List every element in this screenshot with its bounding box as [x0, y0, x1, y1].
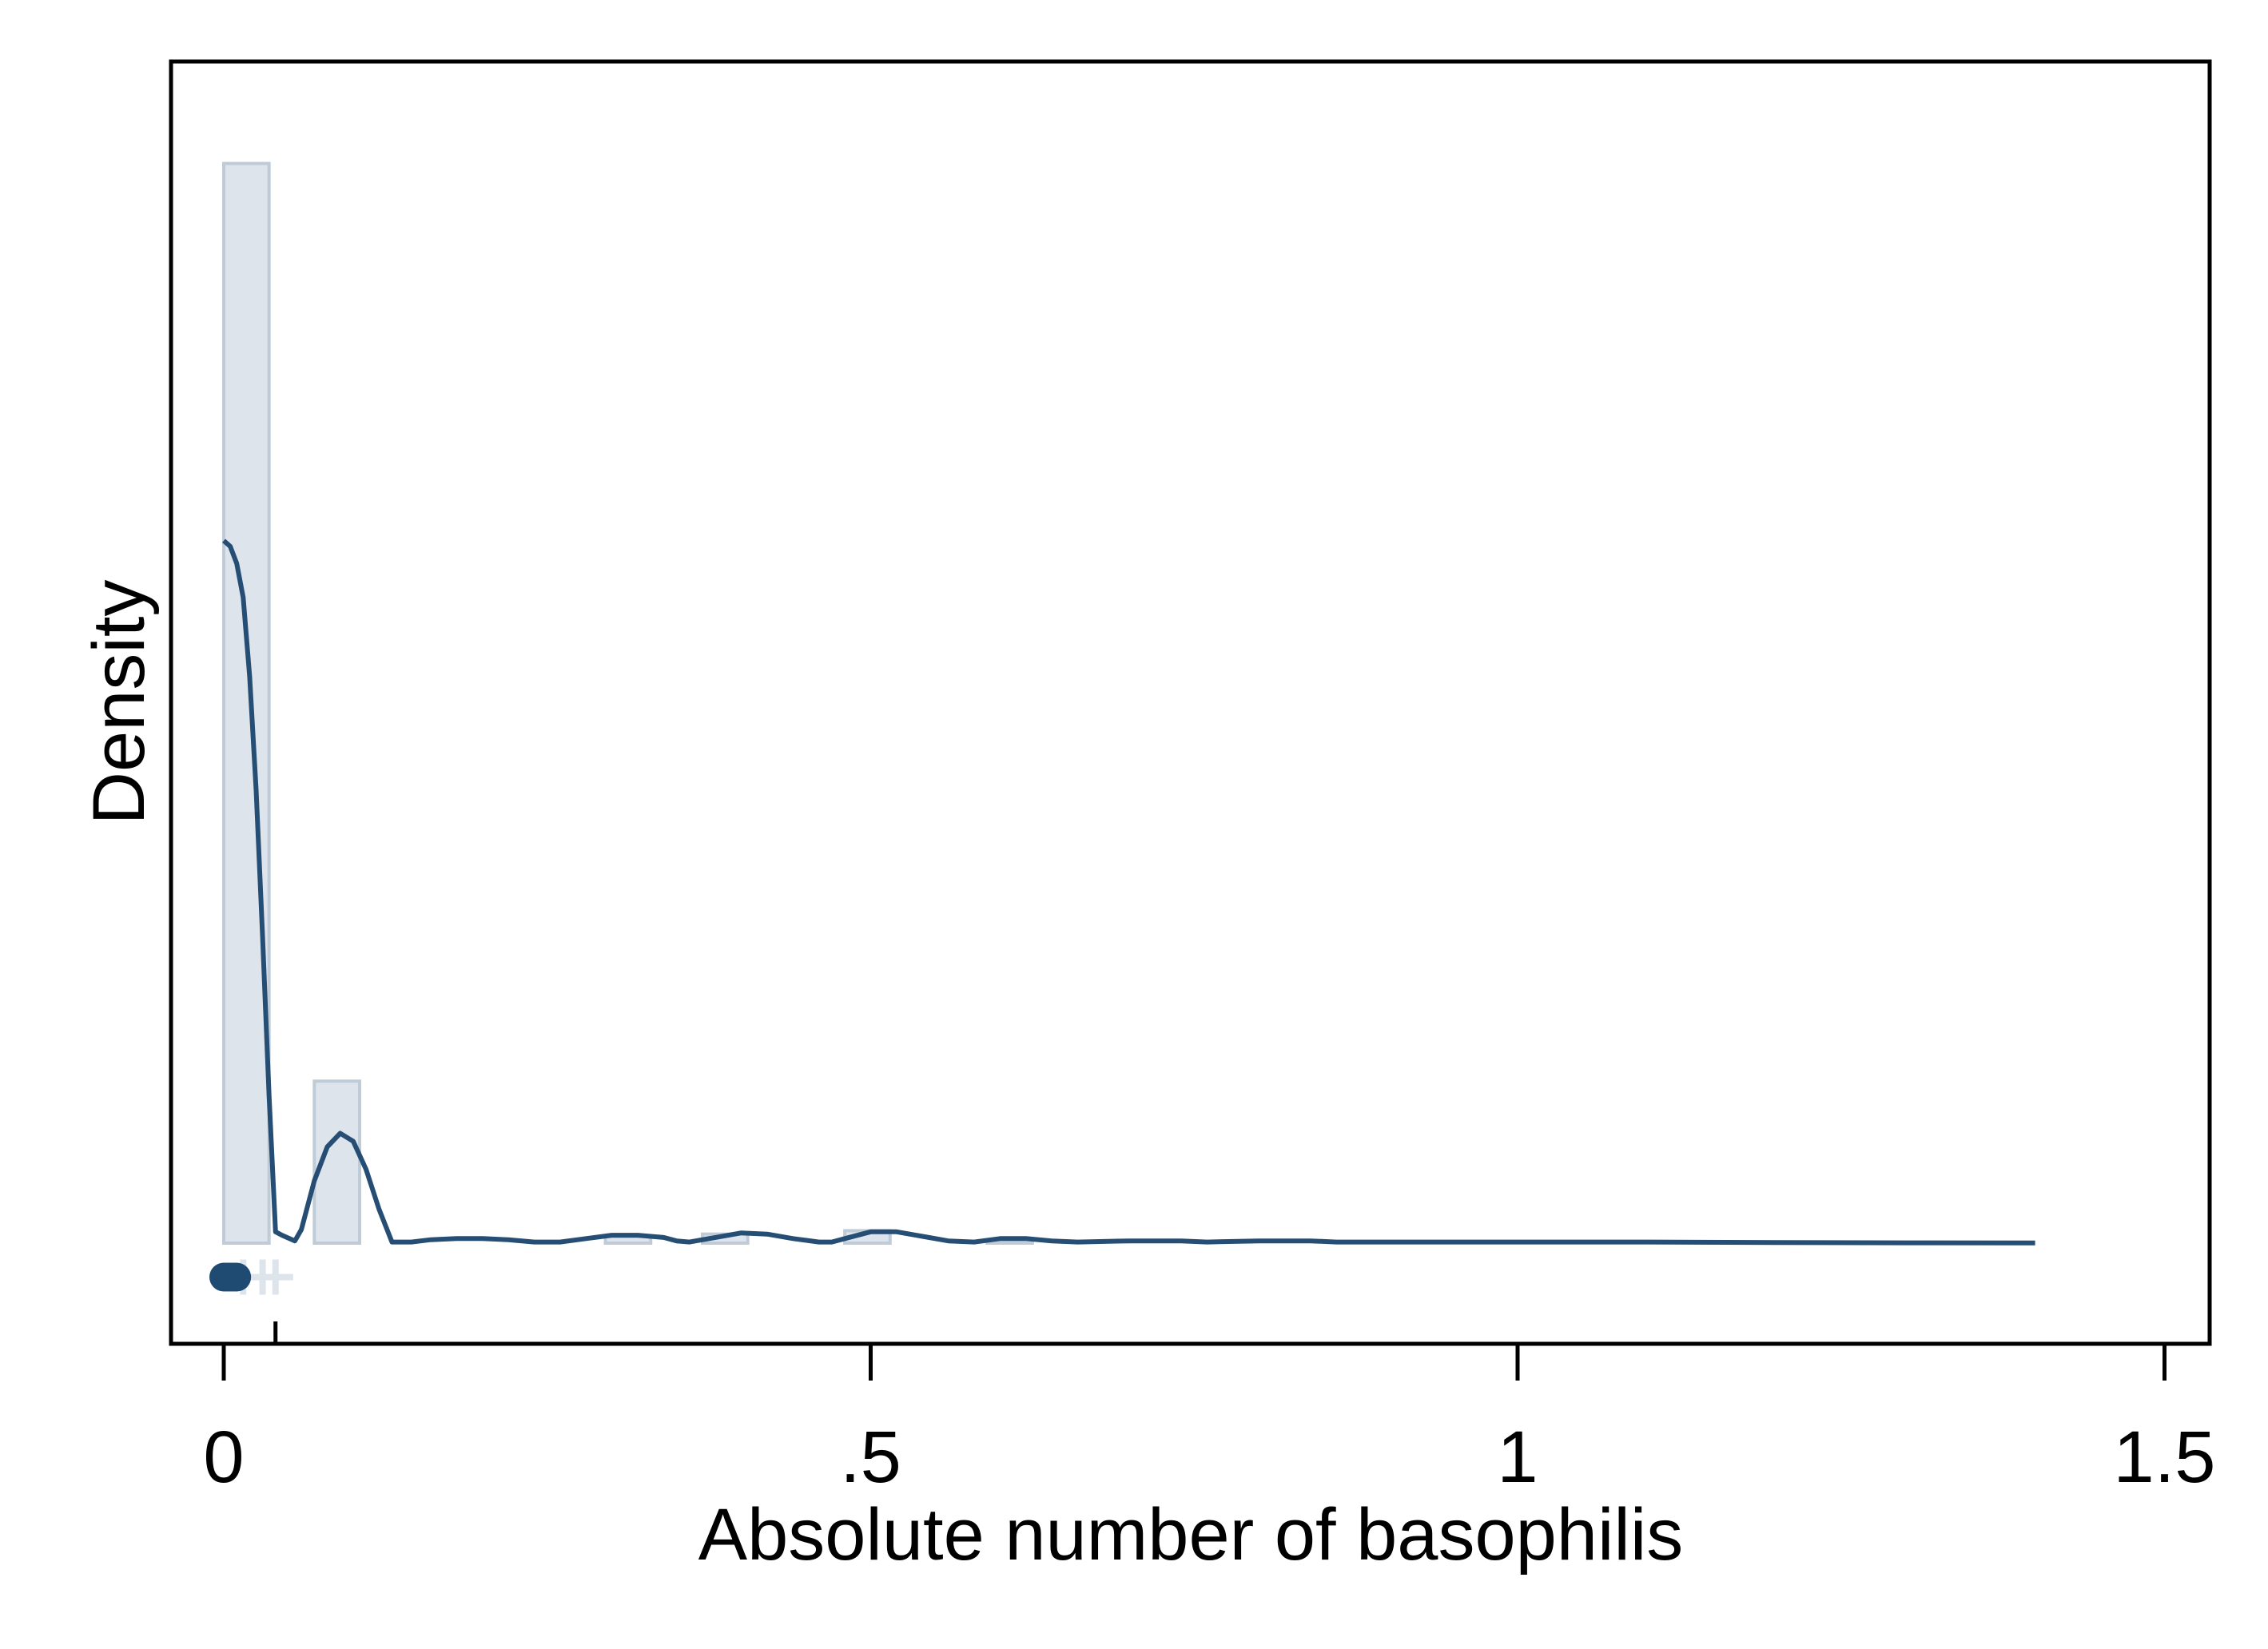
rug-cross-2 [257, 1259, 293, 1295]
x-tick-label-3: 1.5 [2114, 1417, 2216, 1498]
x-axis: 0 .5 1 1.5 [203, 1344, 2215, 1498]
x-tick-label-2: 1 [1497, 1417, 1538, 1498]
histogram-bar-0 [222, 161, 271, 1245]
plot-frame [169, 59, 2212, 1346]
x-tick-label-1: .5 [840, 1417, 901, 1498]
y-axis-label: Density [78, 580, 160, 825]
rug-markers [209, 1259, 293, 1344]
histogram-bars [222, 161, 1034, 1246]
density-curve-group [222, 538, 2035, 1246]
plot-area: 0 .5 1 1.5 [169, 59, 2215, 1498]
x-tick-label-0: 0 [203, 1417, 244, 1498]
x-axis-label: Absolute number of basophilis [698, 1494, 1684, 1575]
rug-point-5 [222, 1262, 252, 1292]
density-curve [222, 538, 2035, 1246]
